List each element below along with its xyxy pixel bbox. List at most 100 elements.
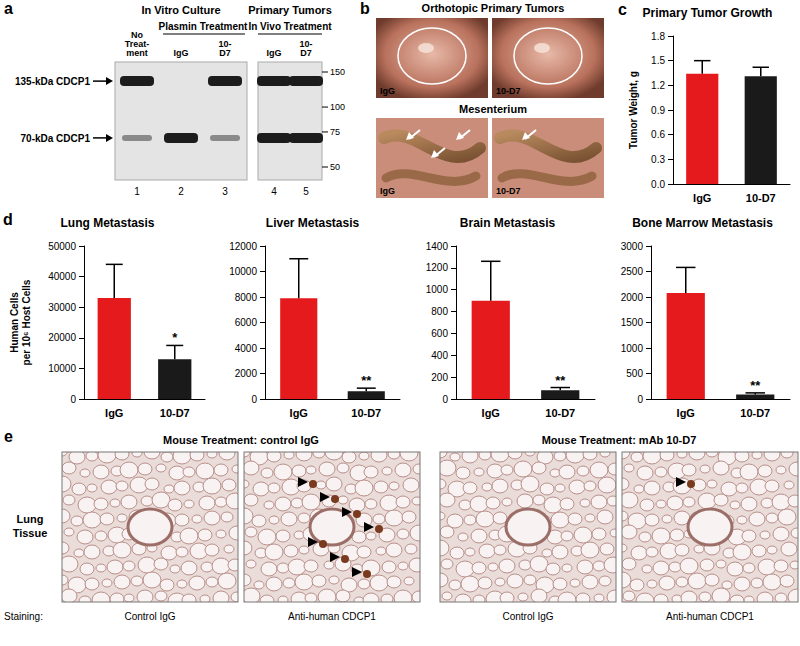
- svg-text:800: 800: [431, 306, 448, 317]
- svg-text:40000: 40000: [48, 271, 76, 282]
- svg-text:1500: 1500: [621, 317, 644, 328]
- svg-text:2500: 2500: [621, 266, 644, 277]
- svg-text:1: 1: [134, 186, 140, 197]
- svg-text:30000: 30000: [48, 302, 76, 313]
- svg-text:ment: ment: [126, 48, 148, 58]
- svg-text:500: 500: [626, 368, 643, 379]
- svg-text:8000: 8000: [235, 292, 258, 303]
- svg-text:4: 4: [271, 186, 277, 197]
- svg-text:600: 600: [431, 328, 448, 339]
- svg-text:1000: 1000: [426, 284, 449, 295]
- svg-text:3: 3: [222, 186, 228, 197]
- svg-text:70-kDa CDCP1: 70-kDa CDCP1: [21, 133, 91, 144]
- svg-text:b: b: [360, 0, 370, 17]
- svg-text:20000: 20000: [48, 332, 76, 343]
- svg-text:IgG: IgG: [482, 407, 500, 419]
- svg-text:**: **: [361, 373, 372, 388]
- svg-text:0: 0: [251, 394, 257, 405]
- svg-text:0: 0: [637, 394, 643, 405]
- svg-text:Mouse Treatment: mAb 10-D7: Mouse Treatment: mAb 10-D7: [542, 434, 697, 446]
- svg-text:100: 100: [330, 102, 345, 112]
- svg-text:10-: 10-: [218, 39, 232, 49]
- svg-text:D7: D7: [219, 48, 231, 58]
- svg-text:IgG: IgG: [380, 186, 395, 196]
- svg-text:Brain Metastasis: Brain Metastasis: [460, 216, 556, 230]
- svg-text:Primary Tumors: Primary Tumors: [248, 4, 332, 16]
- svg-text:IgG: IgG: [267, 48, 282, 58]
- svg-text:0.0: 0.0: [651, 179, 665, 190]
- svg-text:50000: 50000: [48, 241, 76, 252]
- svg-text:*: *: [172, 330, 178, 345]
- svg-text:Anti-human CDCP1: Anti-human CDCP1: [288, 611, 376, 622]
- svg-text:10-D7: 10-D7: [496, 186, 521, 196]
- svg-text:10000: 10000: [229, 266, 257, 277]
- svg-text:200: 200: [431, 372, 448, 383]
- svg-text:75: 75: [330, 127, 340, 137]
- svg-text:10-D7: 10-D7: [746, 192, 776, 204]
- svg-text:2000: 2000: [621, 292, 644, 303]
- svg-text:Tissue: Tissue: [13, 527, 48, 539]
- svg-text:0.3: 0.3: [651, 154, 665, 165]
- svg-text:150: 150: [330, 67, 345, 77]
- svg-text:135-kDa CDCP1: 135-kDa CDCP1: [15, 76, 90, 87]
- svg-text:50: 50: [330, 162, 340, 172]
- svg-text:Treat-: Treat-: [124, 39, 150, 49]
- svg-text:10-: 10-: [299, 39, 313, 49]
- svg-text:In Vivo Treatment: In Vivo Treatment: [248, 21, 332, 32]
- svg-text:Lung: Lung: [17, 513, 44, 525]
- svg-text:Liver Metastasis: Liver Metastasis: [266, 216, 360, 230]
- svg-text:3000: 3000: [621, 241, 644, 252]
- svg-text:Lung Metastasis: Lung Metastasis: [60, 216, 154, 230]
- svg-text:1.5: 1.5: [651, 55, 665, 66]
- svg-text:1.2: 1.2: [651, 80, 665, 91]
- svg-text:Tumor Weight, g: Tumor Weight, g: [628, 71, 639, 149]
- svg-text:5: 5: [303, 186, 309, 197]
- svg-text:12000: 12000: [229, 241, 257, 252]
- svg-text:Control IgG: Control IgG: [124, 611, 175, 622]
- svg-text:0.6: 0.6: [651, 129, 665, 140]
- svg-text:Human Cells: Human Cells: [9, 292, 20, 353]
- svg-text:10-D7: 10-D7: [496, 86, 521, 96]
- svg-text:Staining:: Staining:: [4, 611, 43, 622]
- svg-text:Control IgG: Control IgG: [502, 611, 553, 622]
- svg-text:Bone Marrow Metastasis: Bone Marrow Metastasis: [632, 216, 773, 230]
- svg-text:10-D7: 10-D7: [160, 407, 190, 419]
- svg-text:In Vitro Culture: In Vitro Culture: [141, 4, 220, 16]
- svg-text:Mouse Treatment: control IgG: Mouse Treatment: control IgG: [163, 434, 319, 446]
- svg-text:10-D7: 10-D7: [351, 407, 381, 419]
- svg-text:10-D7: 10-D7: [545, 407, 575, 419]
- svg-text:1.8: 1.8: [651, 31, 665, 42]
- svg-text:400: 400: [431, 350, 448, 361]
- svg-text:1000: 1000: [621, 343, 644, 354]
- svg-text:IgG: IgG: [174, 48, 189, 58]
- svg-text:1200: 1200: [426, 262, 449, 273]
- svg-text:2000: 2000: [235, 368, 258, 379]
- svg-text:IgG: IgG: [290, 407, 308, 419]
- svg-text:Plasmin Treatment: Plasmin Treatment: [159, 21, 249, 32]
- svg-text:IgG: IgG: [693, 192, 711, 204]
- svg-text:e: e: [4, 428, 13, 445]
- svg-text:2: 2: [178, 186, 184, 197]
- svg-text:IgG: IgG: [105, 407, 123, 419]
- svg-text:Anti-human CDCP1: Anti-human CDCP1: [666, 611, 754, 622]
- svg-text:1400: 1400: [426, 241, 449, 252]
- svg-text:0: 0: [70, 394, 76, 405]
- svg-text:**: **: [750, 378, 761, 393]
- svg-text:IgG: IgG: [677, 407, 695, 419]
- svg-text:IgG: IgG: [380, 86, 395, 96]
- html-text:d: d: [3, 211, 13, 228]
- svg-text:10-D7: 10-D7: [740, 407, 770, 419]
- svg-text:per 10⁶ Host Cells: per 10⁶ Host Cells: [21, 279, 32, 365]
- svg-text:a: a: [4, 0, 13, 17]
- svg-text:Primary Tumor Growth: Primary Tumor Growth: [643, 6, 773, 20]
- svg-text:No: No: [131, 30, 143, 40]
- svg-text:0.9: 0.9: [651, 105, 665, 116]
- svg-text:Mesenterium: Mesenterium: [459, 103, 527, 115]
- svg-text:Orthotopic Primary Tumors: Orthotopic Primary Tumors: [422, 2, 565, 14]
- svg-text:0: 0: [442, 394, 448, 405]
- svg-text:10000: 10000: [48, 363, 76, 374]
- svg-text:4000: 4000: [235, 343, 258, 354]
- svg-text:**: **: [555, 373, 566, 388]
- svg-text:D7: D7: [300, 48, 312, 58]
- svg-text:6000: 6000: [235, 317, 258, 328]
